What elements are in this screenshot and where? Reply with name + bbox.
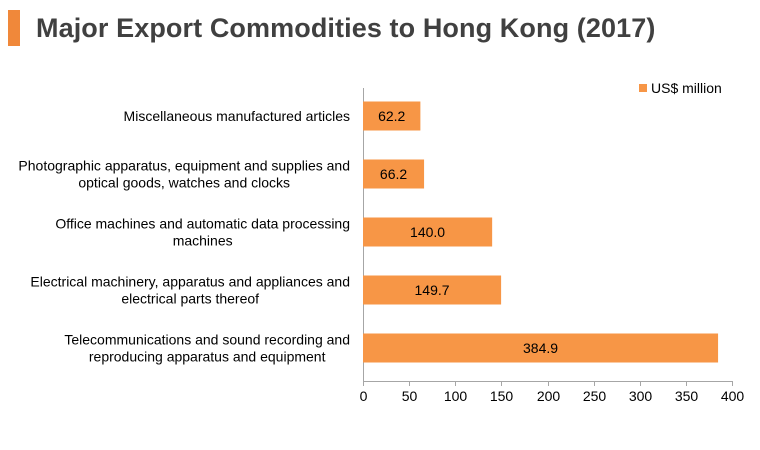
category-label: Miscellaneous manufactured articles [124,108,350,124]
category-label: Office machines and automatic data proce… [55,216,350,232]
title-bar: Major Export Commodities to Hong Kong (2… [8,10,655,46]
bar [363,275,502,305]
data-label: 66.2 [380,166,407,182]
bar [363,101,421,131]
data-label: 149.7 [415,282,450,298]
legend-swatch [639,84,647,92]
bar [363,333,719,363]
data-label: 384.9 [523,340,558,356]
x-tick-label: 100 [444,388,468,404]
x-tick-label: 150 [490,388,514,404]
x-tick-label: 0 [360,388,368,404]
x-tick-label: 50 [402,388,418,404]
page-title: Major Export Commodities to Hong Kong (2… [36,12,656,43]
data-label: 140.0 [410,224,445,240]
x-tick-label: 300 [629,388,653,404]
x-tick-label: 200 [537,388,561,404]
x-tick-label: 250 [583,388,607,404]
x-tick-label: 350 [675,388,699,404]
category-label: Telecommunications and sound recording a… [64,332,350,348]
category-label: Electrical machinery, apparatus and appl… [30,274,350,290]
category-label: Photographic apparatus, equipment and su… [18,158,350,174]
data-label: 62.2 [378,108,405,124]
category-label: machines [173,233,233,249]
category-label: optical goods, watches and clocks [78,175,290,191]
title-accent-bar [8,10,20,46]
category-label: electrical parts thereof [121,291,259,307]
bar [363,159,425,189]
legend-label: US$ million [651,80,722,96]
category-label: reproducing apparatus and equipment [89,349,326,365]
bar [363,217,493,247]
x-tick-label: 400 [721,388,745,404]
